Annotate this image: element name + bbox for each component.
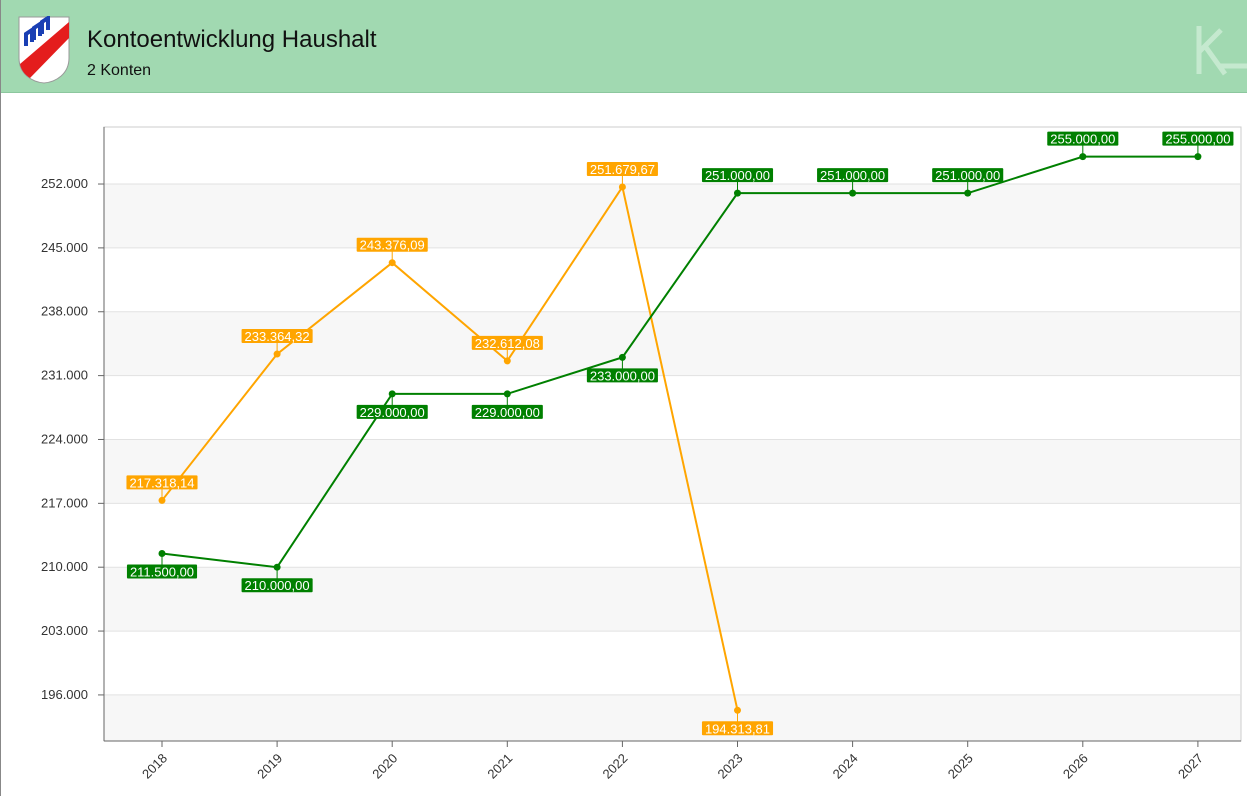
- data-label: 211.500,00: [126, 564, 198, 580]
- label-box: [586, 161, 658, 176]
- data-label-text: 194.313,81: [705, 721, 770, 736]
- point: [964, 189, 972, 197]
- x-tick-label: 2021: [484, 751, 515, 782]
- data-label: 251.000,00: [932, 168, 1004, 183]
- data-label-text: 233.000,00: [590, 368, 655, 383]
- band: [104, 694, 1241, 741]
- x-tick-label: 2022: [599, 751, 630, 782]
- x-tick-label: 2025: [945, 751, 976, 782]
- data-label: 251.679,67: [586, 161, 658, 177]
- data-label-text: 233.364,32: [245, 329, 310, 344]
- data-label: 251.000,00: [701, 168, 774, 183]
- x-tick-label: 2023: [715, 751, 746, 782]
- data-label-text: 251.000,00: [935, 168, 1000, 183]
- label-box: [241, 329, 313, 344]
- y-tick-label: 203.000: [41, 623, 88, 638]
- x-tick-label: 2024: [830, 751, 861, 782]
- y-tick-label: 224.000: [41, 431, 88, 446]
- data-label: 232.612,08: [471, 335, 543, 351]
- point: [734, 189, 741, 197]
- x-tick-label: 2018: [139, 751, 170, 782]
- data-label: 251.000,00: [817, 168, 889, 183]
- data-label-text: 232.612,08: [475, 336, 540, 351]
- label-box: [471, 404, 543, 419]
- band: [104, 184, 1241, 248]
- label-box: [701, 721, 774, 736]
- y-tick-label: 231.000: [41, 368, 88, 383]
- x-tick-label: 2019: [254, 751, 285, 782]
- data-label: 255.000,00: [1047, 131, 1119, 147]
- data-label-text: 229.000,00: [475, 405, 540, 420]
- point: [388, 259, 396, 267]
- label-box: [817, 168, 889, 183]
- watermark: [1196, 26, 1247, 76]
- y-tick-label: 210.000: [41, 559, 88, 574]
- data-label-text: 210.000,00: [245, 578, 310, 593]
- data-label: 229.000,00: [471, 404, 543, 420]
- label-box: [932, 168, 1004, 183]
- label-box: [471, 335, 543, 350]
- data-label-text: 211.500,00: [130, 565, 194, 580]
- chart: 196.000 203.000 210.000 217.000 224.000 231.0…: [41, 126, 1242, 782]
- data-label-text: 251.000,00: [705, 168, 770, 183]
- label-box: [1047, 131, 1119, 146]
- data-label-text: 229.000,00: [360, 405, 425, 420]
- point: [849, 189, 857, 197]
- label-box: [701, 168, 774, 183]
- point: [273, 563, 281, 571]
- data-label-text: 251.679,67: [590, 162, 655, 177]
- band: [104, 439, 1241, 504]
- data-label: 194.313,81: [701, 721, 774, 736]
- subtitle: 2 Konten: [87, 62, 152, 79]
- band: [104, 567, 1241, 632]
- data-label: 217.318,14: [126, 475, 198, 490]
- x-tick-label: 2020: [369, 751, 400, 782]
- label-box: [126, 475, 198, 490]
- band: [104, 311, 1241, 376]
- x-tick-label: 2027: [1175, 751, 1206, 782]
- data-label: 229.000,00: [356, 404, 428, 420]
- label-box: [356, 237, 428, 252]
- y-tick-label: 252.000: [41, 176, 88, 191]
- y-tick-label: 245.000: [41, 240, 88, 255]
- data-label-text: 243.376,09: [360, 238, 425, 253]
- data-label: 243.376,09: [356, 237, 428, 253]
- header: Kontoentwicklung Haushalt 2 Konten: [1, 0, 1247, 93]
- y-tick-label: 196.000: [41, 687, 88, 702]
- data-label: 210.000,00: [241, 578, 313, 593]
- label-box: [356, 404, 428, 419]
- title: Kontoentwicklung Haushalt: [87, 26, 377, 53]
- data-label-text: 255.000,00: [1050, 132, 1115, 147]
- x-tick-label: 2026: [1060, 751, 1091, 782]
- y-tick-label: 238.000: [41, 304, 88, 319]
- y-tick-label: 217.000: [41, 495, 88, 510]
- series-line: [161, 184, 739, 711]
- label-box: [126, 564, 198, 579]
- logo: [18, 16, 70, 84]
- label-box: [1162, 131, 1234, 146]
- label-box: [586, 368, 658, 383]
- data-label: 233.000,00: [586, 368, 658, 383]
- label-box: [241, 578, 313, 593]
- data-label-text: 255.000,00: [1165, 132, 1230, 147]
- data-label-text: 217.318,14: [129, 475, 194, 490]
- data-label: 255.000,00: [1162, 131, 1234, 147]
- data-label-text: 251.000,00: [820, 168, 885, 183]
- series-line: [161, 155, 1198, 569]
- data-label: 233.364,32: [241, 329, 313, 344]
